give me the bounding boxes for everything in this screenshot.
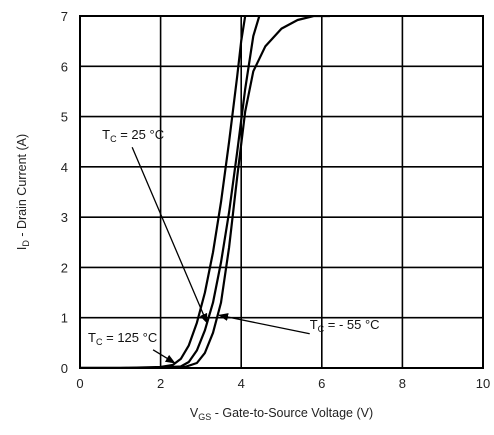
y-tick-labels: 0 1 2 3 4 5 6 7 — [61, 9, 68, 376]
y-tick-label: 3 — [61, 210, 68, 225]
y-tick-label: 4 — [61, 160, 68, 175]
y-tick-label: 1 — [61, 311, 68, 326]
x-tick-label: 6 — [318, 376, 325, 391]
annotation-arrow-0 — [131, 146, 208, 324]
plot-frame — [79, 15, 484, 369]
x-tick-label: 2 — [157, 376, 164, 391]
y-tick-label: 6 — [61, 59, 68, 74]
annotation-label-125c: TC = 125 °C — [88, 330, 157, 347]
x-tick-label: 4 — [238, 376, 245, 391]
annotation-label-25c: TC = 25 °C — [102, 127, 164, 144]
annotation-arrow-2 — [218, 313, 310, 335]
x-tick-label: 10 — [476, 376, 490, 391]
x-tick-label: 8 — [399, 376, 406, 391]
series-line-2 — [80, 16, 330, 368]
y-tick-label: 5 — [61, 110, 68, 125]
y-tick-label: 7 — [61, 9, 68, 24]
y-tick-label: 0 — [61, 361, 68, 376]
grid — [80, 16, 483, 368]
x-axis-label: VGS - Gate-to-Source Voltage (V) — [190, 406, 373, 422]
series-line-0 — [80, 16, 261, 368]
annotation-label-minus55c: TC = - 55 °C — [310, 317, 380, 334]
x-tick-labels: 0 2 4 6 8 10 — [76, 376, 490, 391]
annotations — [131, 146, 310, 364]
series-lines — [80, 16, 330, 368]
x-tick-label: 0 — [76, 376, 83, 391]
y-tick-label: 2 — [61, 260, 68, 275]
y-axis-label: ID - Drain Current (A) — [15, 134, 31, 250]
annotation-arrow-1 — [152, 349, 176, 364]
